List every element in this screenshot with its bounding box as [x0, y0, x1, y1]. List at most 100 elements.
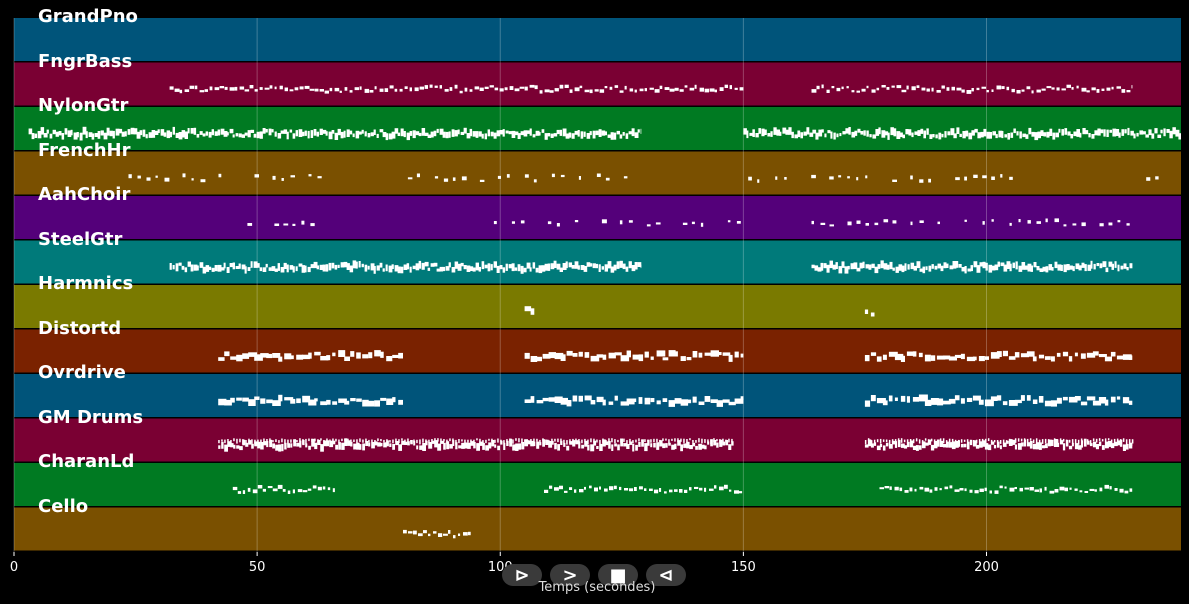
- note: [921, 87, 926, 91]
- note: [951, 438, 954, 444]
- note: [559, 267, 563, 272]
- note: [773, 127, 777, 135]
- note: [301, 265, 306, 273]
- note: [355, 261, 358, 269]
- note: [1107, 440, 1112, 447]
- note: [955, 261, 959, 268]
- note: [632, 440, 634, 444]
- note: [464, 442, 468, 449]
- note: [218, 357, 225, 361]
- note: [332, 440, 336, 445]
- note: [1011, 88, 1015, 93]
- note: [1121, 129, 1125, 136]
- note: [461, 176, 467, 181]
- note: [305, 438, 307, 444]
- note: [359, 444, 362, 450]
- note: [1033, 262, 1037, 268]
- forward-button[interactable]: >: [550, 564, 590, 586]
- note: [689, 438, 691, 441]
- forward-icon: >: [562, 564, 578, 586]
- note: [1017, 438, 1020, 442]
- play-button[interactable]: ⊳: [502, 564, 542, 586]
- note: [699, 87, 704, 92]
- note: [602, 354, 607, 360]
- note: [287, 443, 290, 448]
- note: [548, 440, 550, 443]
- note: [220, 128, 225, 135]
- note: [338, 439, 340, 443]
- note: [916, 261, 921, 269]
- note: [632, 443, 635, 452]
- note: [996, 85, 1002, 90]
- note: [317, 439, 319, 443]
- note: [302, 490, 308, 493]
- note: [924, 438, 927, 441]
- note: [659, 85, 663, 89]
- note: [912, 397, 919, 402]
- note: [1043, 132, 1047, 137]
- note: [442, 266, 446, 272]
- note: [577, 265, 580, 270]
- note: [990, 396, 998, 401]
- note: [719, 439, 721, 444]
- note: [653, 438, 655, 443]
- note: [308, 399, 317, 406]
- note: [831, 86, 835, 89]
- note: [1072, 266, 1075, 272]
- note: [991, 89, 994, 92]
- note: [364, 88, 370, 93]
- note: [686, 441, 690, 449]
- note: [722, 438, 724, 443]
- note: [1114, 488, 1118, 491]
- note: [728, 401, 736, 406]
- note: [484, 86, 489, 89]
- note: [1063, 224, 1067, 227]
- note: [815, 132, 819, 140]
- note: [310, 130, 314, 138]
- note: [794, 134, 798, 139]
- note: [644, 397, 651, 405]
- note: [534, 85, 538, 90]
- note: [391, 131, 396, 139]
- note: [218, 445, 221, 449]
- note: [927, 439, 932, 445]
- note: [608, 438, 610, 443]
- note: [860, 131, 864, 135]
- note: [1026, 351, 1035, 357]
- note: [893, 128, 897, 137]
- note: [981, 86, 986, 89]
- note: [520, 220, 525, 224]
- note: [329, 440, 334, 448]
- note: [1081, 87, 1087, 92]
- note: [238, 263, 241, 269]
- note: [1038, 396, 1044, 403]
- note: [820, 222, 826, 225]
- stop-button[interactable]: ■: [598, 564, 638, 586]
- note: [942, 444, 947, 448]
- note: [686, 399, 692, 404]
- note: [1113, 441, 1118, 447]
- note: [332, 401, 338, 405]
- note: [616, 261, 620, 269]
- note: [1090, 260, 1093, 269]
- note: [469, 128, 473, 137]
- note: [335, 444, 338, 450]
- note: [953, 133, 957, 139]
- note: [966, 439, 969, 442]
- back-button[interactable]: ⊲: [646, 564, 686, 586]
- note: [506, 439, 508, 442]
- note: [596, 446, 599, 449]
- note: [903, 439, 906, 443]
- note: [659, 440, 663, 447]
- note: [1108, 222, 1113, 226]
- note: [1099, 263, 1103, 269]
- note: [971, 88, 974, 92]
- note: [325, 264, 329, 272]
- note: [1139, 130, 1144, 135]
- note: [1047, 439, 1050, 444]
- note: [446, 439, 448, 445]
- note: [1169, 130, 1173, 139]
- note: [930, 438, 933, 442]
- note: [896, 85, 902, 89]
- note: [278, 356, 283, 362]
